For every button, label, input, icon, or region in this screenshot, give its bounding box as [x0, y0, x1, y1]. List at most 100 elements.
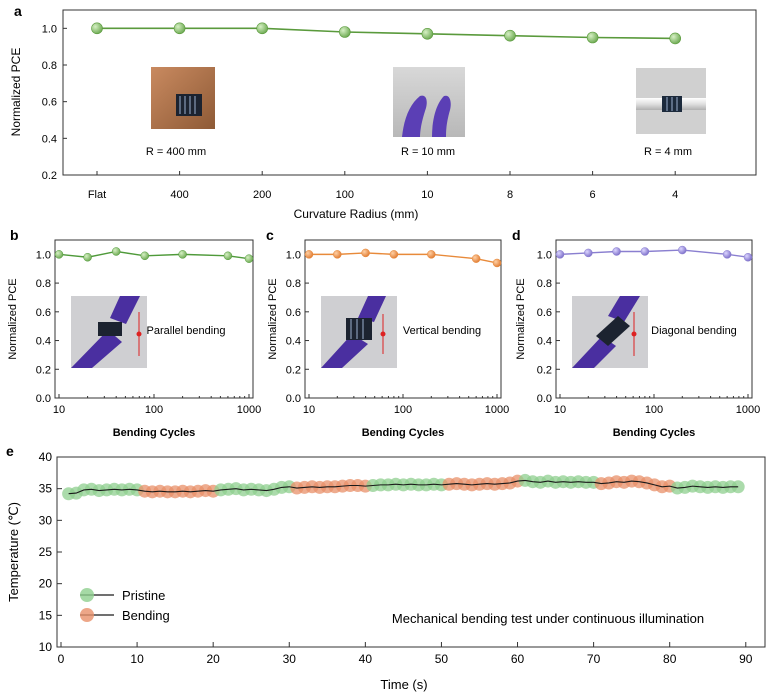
y-ticks-e: 10 15 20 25 30 35 40 — [39, 450, 62, 654]
annotation-b: Parallel bending — [147, 325, 226, 337]
data-point-a — [669, 32, 682, 45]
y-tick-label-a: 0.8 — [42, 60, 57, 72]
x-tick-label-e: 80 — [663, 652, 677, 666]
inset-caption-r4: R = 4 mm — [644, 146, 692, 158]
x-axis-label-b: Bending Cycles — [113, 427, 196, 439]
y-tick-label-a: 0.6 — [42, 97, 57, 109]
y-tick-label-d: 0.2 — [537, 364, 552, 376]
y-axis-label-b: Normalized PCE — [7, 278, 19, 359]
legend-label-pristine: Pristine — [122, 588, 165, 603]
x-tick-label-e: 0 — [58, 652, 65, 666]
y-axis-label-a: Normalized PCE — [9, 48, 23, 137]
y-axis-label-e: Temperature (℃) — [6, 502, 21, 602]
x-ticks-e: 0 10 20 30 40 50 60 70 80 90 — [58, 642, 753, 666]
inset-photo-r400 — [151, 67, 215, 129]
data-point-d — [555, 250, 565, 259]
y-tick-label-c: 0.0 — [286, 393, 301, 405]
x-tick-label-a: 8 — [507, 189, 513, 201]
inset-caption-r10: R = 10 mm — [401, 146, 455, 158]
inset-photo-r10 — [393, 67, 465, 137]
data-point-a — [338, 26, 351, 38]
gloved-hand — [71, 330, 122, 368]
gloved-hand — [572, 336, 616, 368]
y-tick-label-c: 0.8 — [286, 278, 301, 290]
data-point-c — [361, 248, 370, 258]
y-ticks-a: 0.2 0.4 0.6 0.8 1.0 — [42, 23, 67, 182]
data-point-d — [640, 247, 650, 256]
solar-cell-device — [596, 316, 630, 346]
y-tick-label-e: 30 — [39, 513, 53, 527]
x-tick-label-e: 70 — [587, 652, 601, 666]
panel-c: c 0.0 0.2 0.4 0.6 0.8 1.0 10 100 1000 Bending C… — [266, 227, 509, 439]
y-tick-label-d: 0.8 — [537, 278, 552, 290]
x-tick-label-c: 1000 — [485, 404, 509, 416]
inset-photo-parallel — [71, 296, 147, 368]
y-tick-label-a: 0.2 — [42, 170, 57, 182]
gloved-finger-right — [432, 95, 451, 137]
y-tick-label-e: 10 — [39, 640, 53, 654]
x-tick-label-a: 4 — [672, 189, 678, 201]
data-point-b — [244, 254, 254, 263]
y-tick-label-b: 0.8 — [36, 278, 51, 290]
y-tick-label-c: 0.6 — [286, 307, 301, 319]
data-point-a — [173, 22, 186, 35]
panel-label-c: c — [266, 227, 274, 243]
panel-a: a 0.2 0.4 0.6 0.8 1.0 Flat 400 200 100 10 8 6 4 Cur… — [9, 3, 757, 221]
data-point-d — [743, 252, 753, 262]
y-axis-label-c: Normalized PCE — [267, 278, 279, 359]
plot-frame-a — [62, 9, 757, 176]
y-tick-label-a: 1.0 — [42, 23, 57, 35]
x-tick-label-a: 6 — [590, 189, 596, 201]
y-ticks-c: 0.0 0.2 0.4 0.6 0.8 1.0 — [286, 249, 309, 405]
panel-label-e: e — [6, 443, 14, 459]
data-point-c — [492, 258, 502, 268]
y-tick-label-b: 0.4 — [36, 336, 51, 348]
y-tick-label-b: 0.6 — [36, 307, 51, 319]
x-axis-label-a: Curvature Radius (mm) — [294, 207, 419, 221]
x-tick-label-c: 100 — [394, 404, 412, 416]
x-tick-label-a: 200 — [253, 189, 271, 201]
annotation-c: Vertical bending — [403, 325, 481, 337]
y-tick-label-b: 0.0 — [36, 393, 51, 405]
panel-d: d 0.0 0.2 0.4 0.6 0.8 1.0 10 100 1000 Bending C… — [512, 227, 760, 439]
legend-marker-pristine — [80, 588, 94, 602]
x-tick-label-a: Flat — [88, 189, 106, 201]
x-tick-label-a: 400 — [170, 189, 188, 201]
legend-label-bending: Bending — [122, 608, 170, 623]
data-point-d — [678, 245, 687, 255]
legend-e: Pristine Bending — [80, 588, 170, 623]
x-tick-label-e: 20 — [206, 652, 220, 666]
data-point-c — [304, 250, 314, 259]
x-ticks-d: 10 100 1000 — [554, 394, 760, 416]
series-b — [54, 247, 254, 263]
data-point-c — [333, 250, 342, 259]
y-tick-label-d: 0.4 — [537, 336, 552, 348]
x-tick-label-e: 90 — [739, 652, 753, 666]
series-d — [555, 245, 753, 262]
inset-photo-diagonal — [572, 296, 648, 368]
series-line-a — [97, 27, 676, 40]
y-tick-label-d: 0.0 — [537, 393, 552, 405]
x-ticks-b: 10 100 1000 — [53, 394, 261, 416]
solar-cell-device — [98, 322, 122, 336]
x-tick-label-e: 40 — [359, 652, 373, 666]
y-tick-label-b: 0.2 — [36, 364, 51, 376]
data-point-a — [421, 28, 434, 40]
y-tick-label-d: 0.6 — [537, 307, 552, 319]
solar-cell-device — [346, 318, 372, 340]
x-ticks-c: 10 100 1000 — [303, 394, 509, 416]
data-point-b — [178, 250, 187, 259]
inset-photo-vertical — [321, 296, 397, 368]
x-tick-label-b: 100 — [145, 404, 163, 416]
data-point-d — [584, 248, 593, 258]
x-ticks-a: Flat 400 200 100 10 8 6 4 — [88, 171, 678, 201]
data-point-a — [504, 29, 516, 42]
data-point-c — [427, 250, 436, 259]
data-point-b — [54, 250, 64, 259]
x-tick-label-a: 100 — [336, 189, 354, 201]
data-point-a — [91, 22, 103, 35]
temperature-line — [68, 479, 739, 495]
x-tick-label-e: 10 — [130, 652, 144, 666]
panel-label-b: b — [10, 227, 19, 243]
y-tick-label-e: 40 — [39, 450, 53, 464]
